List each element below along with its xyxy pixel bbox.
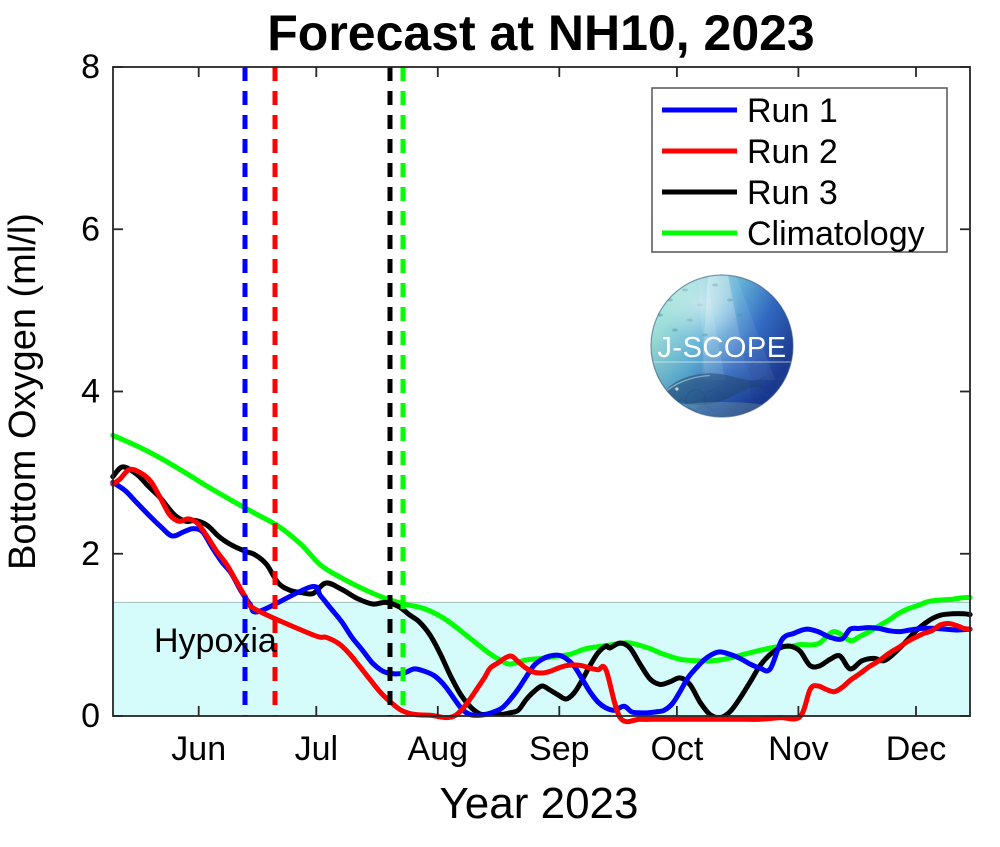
svg-text:Bottom Oxygen (ml/l): Bottom Oxygen (ml/l) xyxy=(2,213,44,570)
svg-text:Dec: Dec xyxy=(886,730,946,768)
svg-text:6: 6 xyxy=(81,210,100,248)
svg-text:Climatology: Climatology xyxy=(747,215,925,253)
svg-text:Oct: Oct xyxy=(650,730,703,768)
svg-text:Run 3: Run 3 xyxy=(747,174,838,212)
svg-text:2: 2 xyxy=(81,535,100,573)
svg-text:8: 8 xyxy=(81,48,100,86)
svg-text:J-SCOPE: J-SCOPE xyxy=(657,332,786,364)
svg-text:Sep: Sep xyxy=(529,730,590,768)
svg-text:Run 2: Run 2 xyxy=(747,133,838,171)
svg-text:Year 2023: Year 2023 xyxy=(439,779,638,828)
svg-text:0: 0 xyxy=(81,697,100,735)
svg-text:Aug: Aug xyxy=(408,730,469,768)
svg-text:Run 1: Run 1 xyxy=(747,92,838,130)
svg-text:Jun: Jun xyxy=(171,730,226,768)
svg-text:Hypoxia: Hypoxia xyxy=(154,622,277,660)
svg-text:Nov: Nov xyxy=(768,730,828,768)
svg-text:Jul: Jul xyxy=(295,730,338,768)
svg-text:Forecast at NH10, 2023: Forecast at NH10, 2023 xyxy=(267,5,815,61)
svg-text:4: 4 xyxy=(81,373,100,411)
